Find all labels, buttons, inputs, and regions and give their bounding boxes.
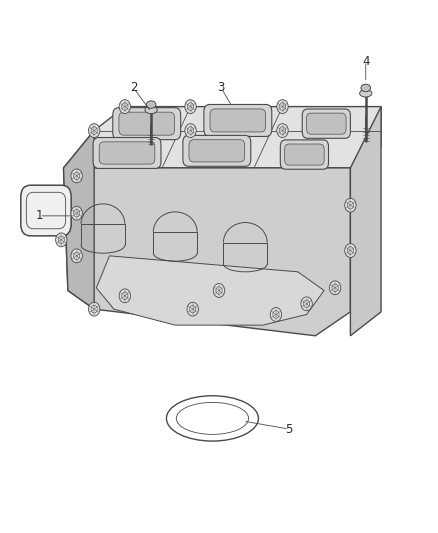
FancyBboxPatch shape [285,144,324,165]
Circle shape [119,289,131,303]
Circle shape [270,308,282,321]
Circle shape [213,284,225,297]
Ellipse shape [360,90,372,97]
Circle shape [185,124,196,138]
FancyBboxPatch shape [183,135,251,166]
FancyBboxPatch shape [307,113,346,134]
FancyBboxPatch shape [21,185,71,236]
Text: 1: 1 [35,209,43,222]
FancyBboxPatch shape [93,138,161,168]
Circle shape [277,124,288,138]
Circle shape [329,281,341,295]
Polygon shape [350,107,381,336]
FancyBboxPatch shape [99,142,155,164]
Polygon shape [64,168,350,336]
Text: 5: 5 [286,423,293,435]
FancyBboxPatch shape [189,140,245,162]
FancyBboxPatch shape [210,109,266,132]
Circle shape [71,249,82,263]
Circle shape [71,169,82,183]
Circle shape [119,100,131,114]
Circle shape [345,198,356,212]
FancyBboxPatch shape [280,140,328,169]
Circle shape [71,206,82,220]
Text: 3: 3 [218,82,225,94]
Circle shape [56,233,67,247]
Text: 2: 2 [130,82,138,94]
Circle shape [277,100,288,114]
Ellipse shape [145,106,157,114]
Polygon shape [64,131,94,309]
FancyBboxPatch shape [119,112,175,135]
Text: 4: 4 [362,55,370,68]
FancyBboxPatch shape [204,104,272,136]
Circle shape [187,302,198,316]
Polygon shape [64,107,381,168]
Circle shape [88,124,100,138]
Circle shape [185,100,196,114]
Ellipse shape [146,101,156,108]
Polygon shape [96,256,324,325]
Ellipse shape [361,84,371,92]
FancyBboxPatch shape [302,109,350,138]
Circle shape [301,297,312,311]
Circle shape [88,302,100,316]
FancyBboxPatch shape [113,108,180,140]
Circle shape [345,244,356,257]
